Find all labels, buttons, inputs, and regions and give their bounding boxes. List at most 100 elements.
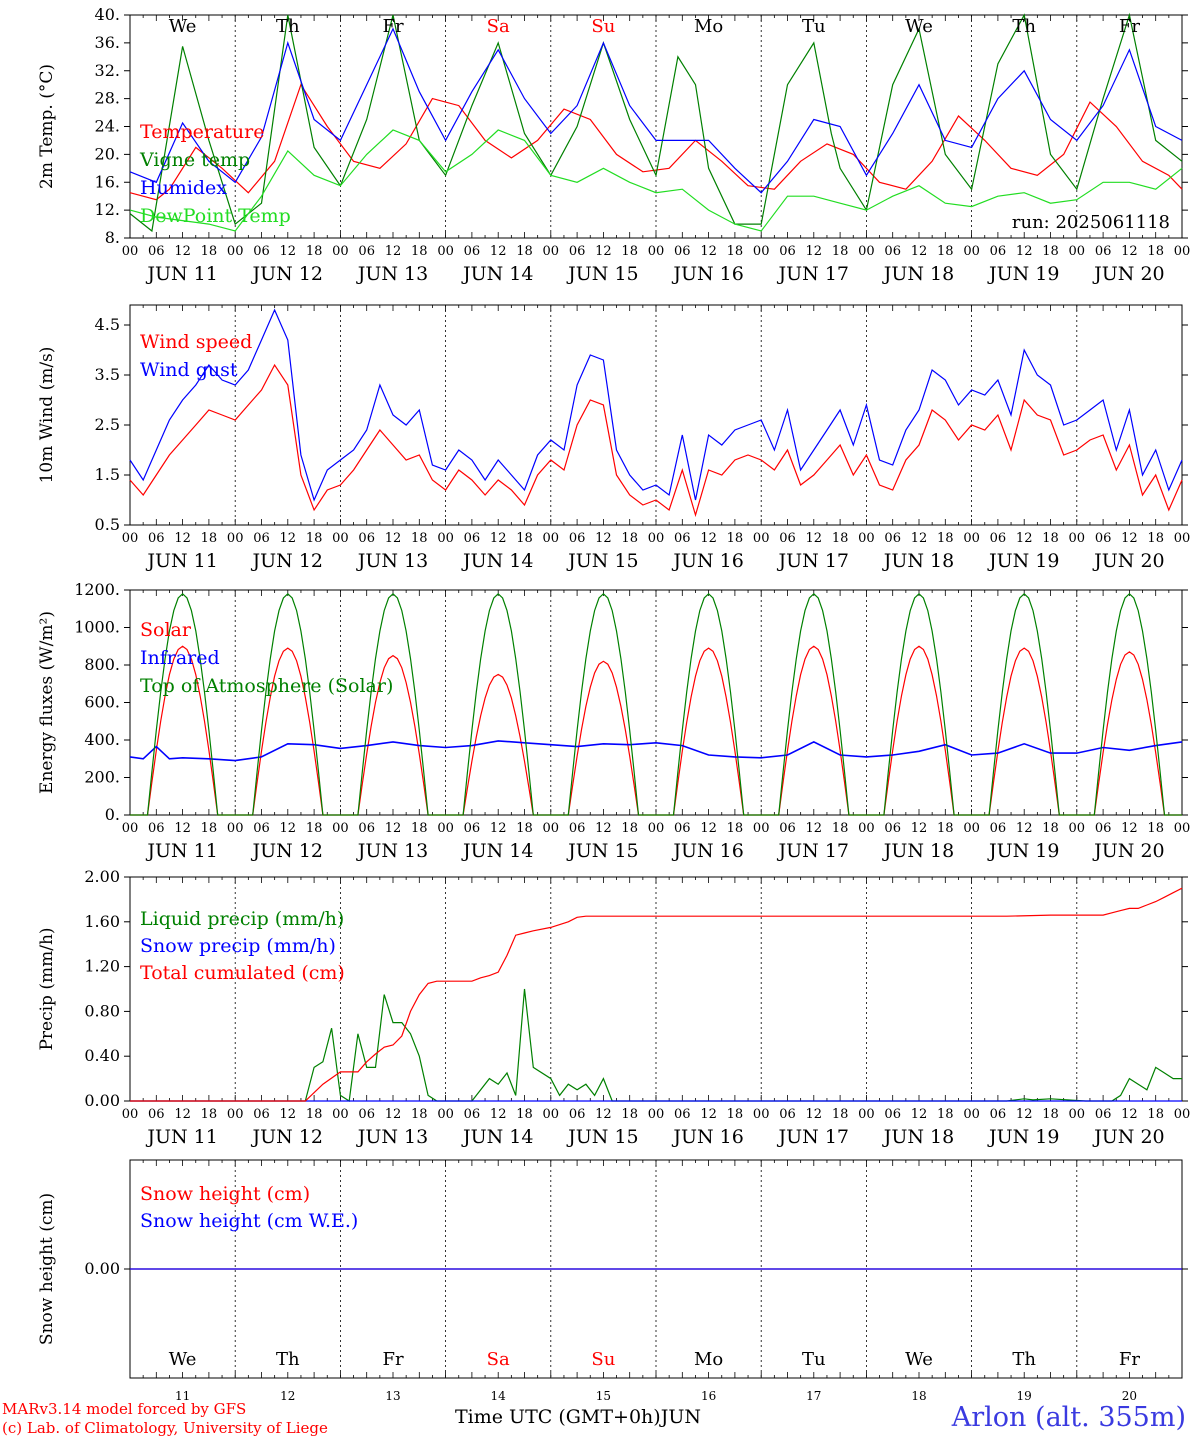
x-tick-label: 06 [1095, 821, 1112, 836]
x-tick-label: 18 [516, 821, 533, 836]
x-tick-label: 06 [779, 531, 796, 546]
y-tick-label: 200. [84, 768, 120, 787]
y-tick-label: 0.40 [84, 1046, 120, 1065]
x-tick-label: 00 [437, 244, 454, 259]
x-tick-label: 18 [516, 531, 533, 546]
x-tick-label: 12 [911, 1107, 928, 1122]
date-label: JUN 14 [461, 840, 533, 862]
x-tick-label: 00 [437, 531, 454, 546]
x-tick-label: 00 [122, 1107, 139, 1122]
y-tick-label: 0.00 [84, 1091, 120, 1110]
x-tick-label: 18 [621, 1107, 638, 1122]
x-tick-label: 06 [464, 821, 481, 836]
series-line-vigne-temp [129, 12, 1183, 233]
day-number: 18 [911, 1389, 926, 1403]
x-tick-label: 00 [332, 531, 349, 546]
footer-credit: MARv3.14 model forced by GFS (c) Lab. of… [2, 1400, 328, 1438]
day-name: Th [276, 16, 300, 37]
y-tick-label: 3.5 [95, 365, 120, 384]
x-tick-label: 06 [148, 821, 165, 836]
date-label: JUN 13 [356, 550, 428, 572]
day-name: Tu [802, 1349, 826, 1370]
date-label: JUN 17 [777, 1126, 849, 1148]
x-tick-label: 18 [516, 244, 533, 259]
x-tick-label: 06 [253, 531, 270, 546]
date-label: JUN 14 [461, 263, 533, 285]
x-tick-label: 18 [306, 821, 323, 836]
y-tick-label: 20. [95, 144, 120, 163]
x-tick-label: 06 [148, 1107, 165, 1122]
day-name: Fr [382, 1349, 403, 1370]
x-tick-label: 06 [569, 821, 586, 836]
date-label: JUN 18 [882, 550, 954, 572]
x-tick-label: 12 [280, 531, 297, 546]
date-label: JUN 15 [566, 840, 638, 862]
x-tick-label: 12 [700, 244, 717, 259]
series-line-infrared [129, 740, 1183, 762]
date-label: JUN 11 [145, 263, 217, 285]
time-utc-text: Time UTC (GMT+0h) [455, 1406, 661, 1428]
x-tick-label: 00 [227, 821, 244, 836]
y-tick-label: 0.5 [95, 515, 120, 534]
x-tick-label: 00 [753, 1107, 770, 1122]
y-tick-label: 24. [95, 117, 120, 136]
date-label: JUN 16 [671, 550, 743, 572]
date-label: JUN 15 [566, 550, 638, 572]
day-name: Tu [802, 16, 826, 37]
x-tick-label: 06 [569, 244, 586, 259]
x-tick-label: 06 [674, 531, 691, 546]
x-tick-label: 18 [201, 244, 218, 259]
x-tick-label: 00 [753, 531, 770, 546]
x-tick-label: 06 [884, 1107, 901, 1122]
date-label: JUN 12 [251, 263, 323, 285]
x-tick-label: 18 [1147, 1107, 1164, 1122]
date-label: JUN 16 [671, 263, 743, 285]
y-tick-label: 32. [95, 61, 120, 80]
x-tick-label: 12 [280, 244, 297, 259]
y-axis-label: 2m Temp. (°C) [37, 64, 57, 189]
x-tick-label: 00 [227, 244, 244, 259]
day-name: Mo [694, 1349, 723, 1370]
date-label: JUN 20 [1092, 1126, 1164, 1148]
x-tick-label: 06 [1095, 244, 1112, 259]
legend-entry: Wind speed [140, 331, 252, 353]
series-line-wind-speed [129, 363, 1183, 518]
x-tick-label: 18 [1147, 821, 1164, 836]
x-tick-label: 06 [358, 244, 375, 259]
x-tick-label: 00 [332, 821, 349, 836]
day-number: 12 [280, 1389, 295, 1403]
y-tick-label: 2.00 [84, 867, 120, 886]
y-tick-label: 1.60 [84, 912, 120, 931]
panel-2: 00 06 12 18 00 06 12 18 00 06 12 18 00 06 12 18 00 06 12 18… [37, 304, 1190, 572]
x-tick-label: 12 [174, 821, 191, 836]
legend-entry: Infrared [140, 647, 220, 669]
date-label: JUN 16 [671, 840, 743, 862]
day-number: 16 [701, 1389, 716, 1403]
x-tick-label: 18 [937, 821, 954, 836]
legend-entry: Temperature [140, 121, 264, 143]
x-tick-label: 12 [385, 244, 402, 259]
x-tick-label: 18 [832, 531, 849, 546]
x-tick-label: 00 [648, 244, 665, 259]
date-label: JUN 13 [356, 840, 428, 862]
date-label: JUN 11 [145, 550, 217, 572]
series-line-top-of-atmosphere-solar- [130, 592, 1182, 816]
date-label: JUN 17 [777, 550, 849, 572]
legend-entry: Humidex [140, 177, 227, 199]
x-tick-label: 00 [1174, 244, 1191, 259]
x-tick-label: 00 [227, 1107, 244, 1122]
date-label: JUN 19 [987, 840, 1059, 862]
x-tick-label: 06 [358, 1107, 375, 1122]
x-tick-label: 12 [1121, 821, 1138, 836]
run-label: run: 2025061118 [1012, 212, 1170, 233]
x-tick-label: 18 [306, 1107, 323, 1122]
x-tick-label: 18 [621, 244, 638, 259]
day-name: We [169, 1349, 197, 1370]
x-tick-label: 12 [490, 531, 507, 546]
day-name: Mo [694, 16, 723, 37]
date-label: JUN 14 [461, 1126, 533, 1148]
legend-entry: Snow height (cm) [140, 1183, 310, 1205]
x-tick-label: 12 [490, 1107, 507, 1122]
panel-4: 00 06 12 18 00 06 12 18 00 06 12 18 00 06 12 18 00 06 12 18… [37, 867, 1190, 1148]
x-tick-label: 18 [411, 821, 428, 836]
